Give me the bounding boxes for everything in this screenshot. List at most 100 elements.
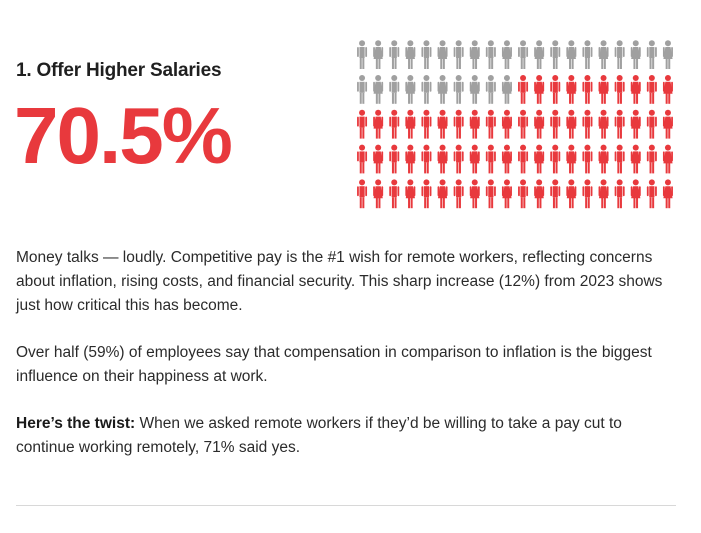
person-icon xyxy=(550,40,561,69)
person-icon xyxy=(373,40,384,69)
person-icon xyxy=(357,179,368,209)
person-icon xyxy=(357,75,368,104)
person-icon xyxy=(598,75,609,104)
person-icon xyxy=(646,144,657,174)
person-icon xyxy=(501,109,512,139)
person-icon xyxy=(437,40,448,69)
person-icon xyxy=(630,40,641,69)
person-icon xyxy=(453,40,464,69)
person-icon xyxy=(501,179,512,209)
person-icon xyxy=(630,179,641,209)
person-icon xyxy=(357,144,368,174)
person-icon xyxy=(389,109,400,139)
person-icon xyxy=(646,40,657,69)
person-icon xyxy=(630,75,641,104)
person-icon xyxy=(662,144,673,174)
person-icon xyxy=(582,109,593,139)
person-icon xyxy=(389,179,400,209)
person-icon xyxy=(630,144,641,174)
person-icon xyxy=(485,75,496,104)
person-icon xyxy=(453,75,464,104)
person-icon xyxy=(421,75,432,104)
person-icon xyxy=(405,179,416,209)
person-icon xyxy=(550,109,561,139)
person-icon xyxy=(598,40,609,69)
person-icon xyxy=(421,109,432,139)
twist-text: When we asked remote workers if they’d b… xyxy=(16,415,622,456)
person-icon xyxy=(469,109,480,139)
person-icon xyxy=(389,75,400,104)
person-icon xyxy=(646,109,657,139)
person-icon xyxy=(582,144,593,174)
person-icon xyxy=(534,40,545,69)
person-icon xyxy=(662,75,673,104)
person-icon xyxy=(630,109,641,139)
person-icon xyxy=(518,75,529,104)
person-icon xyxy=(373,109,384,139)
person-icon xyxy=(405,40,416,69)
person-icon xyxy=(614,109,625,139)
person-icon xyxy=(421,40,432,69)
person-icon xyxy=(518,179,529,209)
person-icon xyxy=(534,109,545,139)
person-icon xyxy=(437,144,448,174)
person-icon xyxy=(501,144,512,174)
person-icon xyxy=(469,40,480,69)
person-icon xyxy=(357,40,368,69)
person-icon xyxy=(469,144,480,174)
person-icon xyxy=(357,109,368,139)
person-icon xyxy=(582,40,593,69)
person-icon xyxy=(566,179,577,209)
person-icon xyxy=(614,40,625,69)
person-icon xyxy=(550,144,561,174)
person-icon xyxy=(469,75,480,104)
person-icon xyxy=(518,109,529,139)
person-icon xyxy=(566,40,577,69)
person-icon xyxy=(453,144,464,174)
person-icon xyxy=(534,75,545,104)
person-icon xyxy=(566,144,577,174)
person-icon xyxy=(534,179,545,209)
person-icon xyxy=(389,144,400,174)
twist-label: Here’s the twist: xyxy=(16,415,136,432)
person-icon xyxy=(662,179,673,209)
person-icon xyxy=(485,144,496,174)
section-heading: 1. Offer Higher Salaries xyxy=(16,60,222,81)
stat-value: 70.5% xyxy=(14,91,233,180)
paragraph-intro: Money talks — loudly. Competitive pay is… xyxy=(16,249,663,314)
person-icon xyxy=(373,144,384,174)
person-icon xyxy=(582,179,593,209)
person-icon xyxy=(469,179,480,209)
person-icon xyxy=(598,144,609,174)
person-icon xyxy=(485,40,496,69)
person-icon xyxy=(598,109,609,139)
person-icon xyxy=(646,179,657,209)
person-icon xyxy=(518,144,529,174)
person-icon xyxy=(566,109,577,139)
person-icon xyxy=(566,75,577,104)
person-icon xyxy=(550,75,561,104)
person-icon xyxy=(534,144,545,174)
person-icon xyxy=(405,75,416,104)
person-icon xyxy=(373,179,384,209)
person-icon xyxy=(405,144,416,174)
person-icon xyxy=(453,109,464,139)
person-icon xyxy=(614,144,625,174)
paragraph-inflation: Over half (59%) of employees say that co… xyxy=(16,344,652,385)
person-icon xyxy=(485,109,496,139)
person-icon xyxy=(501,40,512,69)
person-icon xyxy=(373,75,384,104)
person-icon xyxy=(405,109,416,139)
person-icon xyxy=(453,179,464,209)
person-icon xyxy=(421,144,432,174)
person-icon xyxy=(550,179,561,209)
person-icon xyxy=(485,179,496,209)
person-icon xyxy=(501,75,512,104)
section-divider xyxy=(16,505,676,506)
person-icon xyxy=(646,75,657,104)
person-icon xyxy=(614,75,625,104)
person-icon xyxy=(518,40,529,69)
person-icon xyxy=(662,40,673,69)
person-icon xyxy=(614,179,625,209)
person-icon xyxy=(437,179,448,209)
